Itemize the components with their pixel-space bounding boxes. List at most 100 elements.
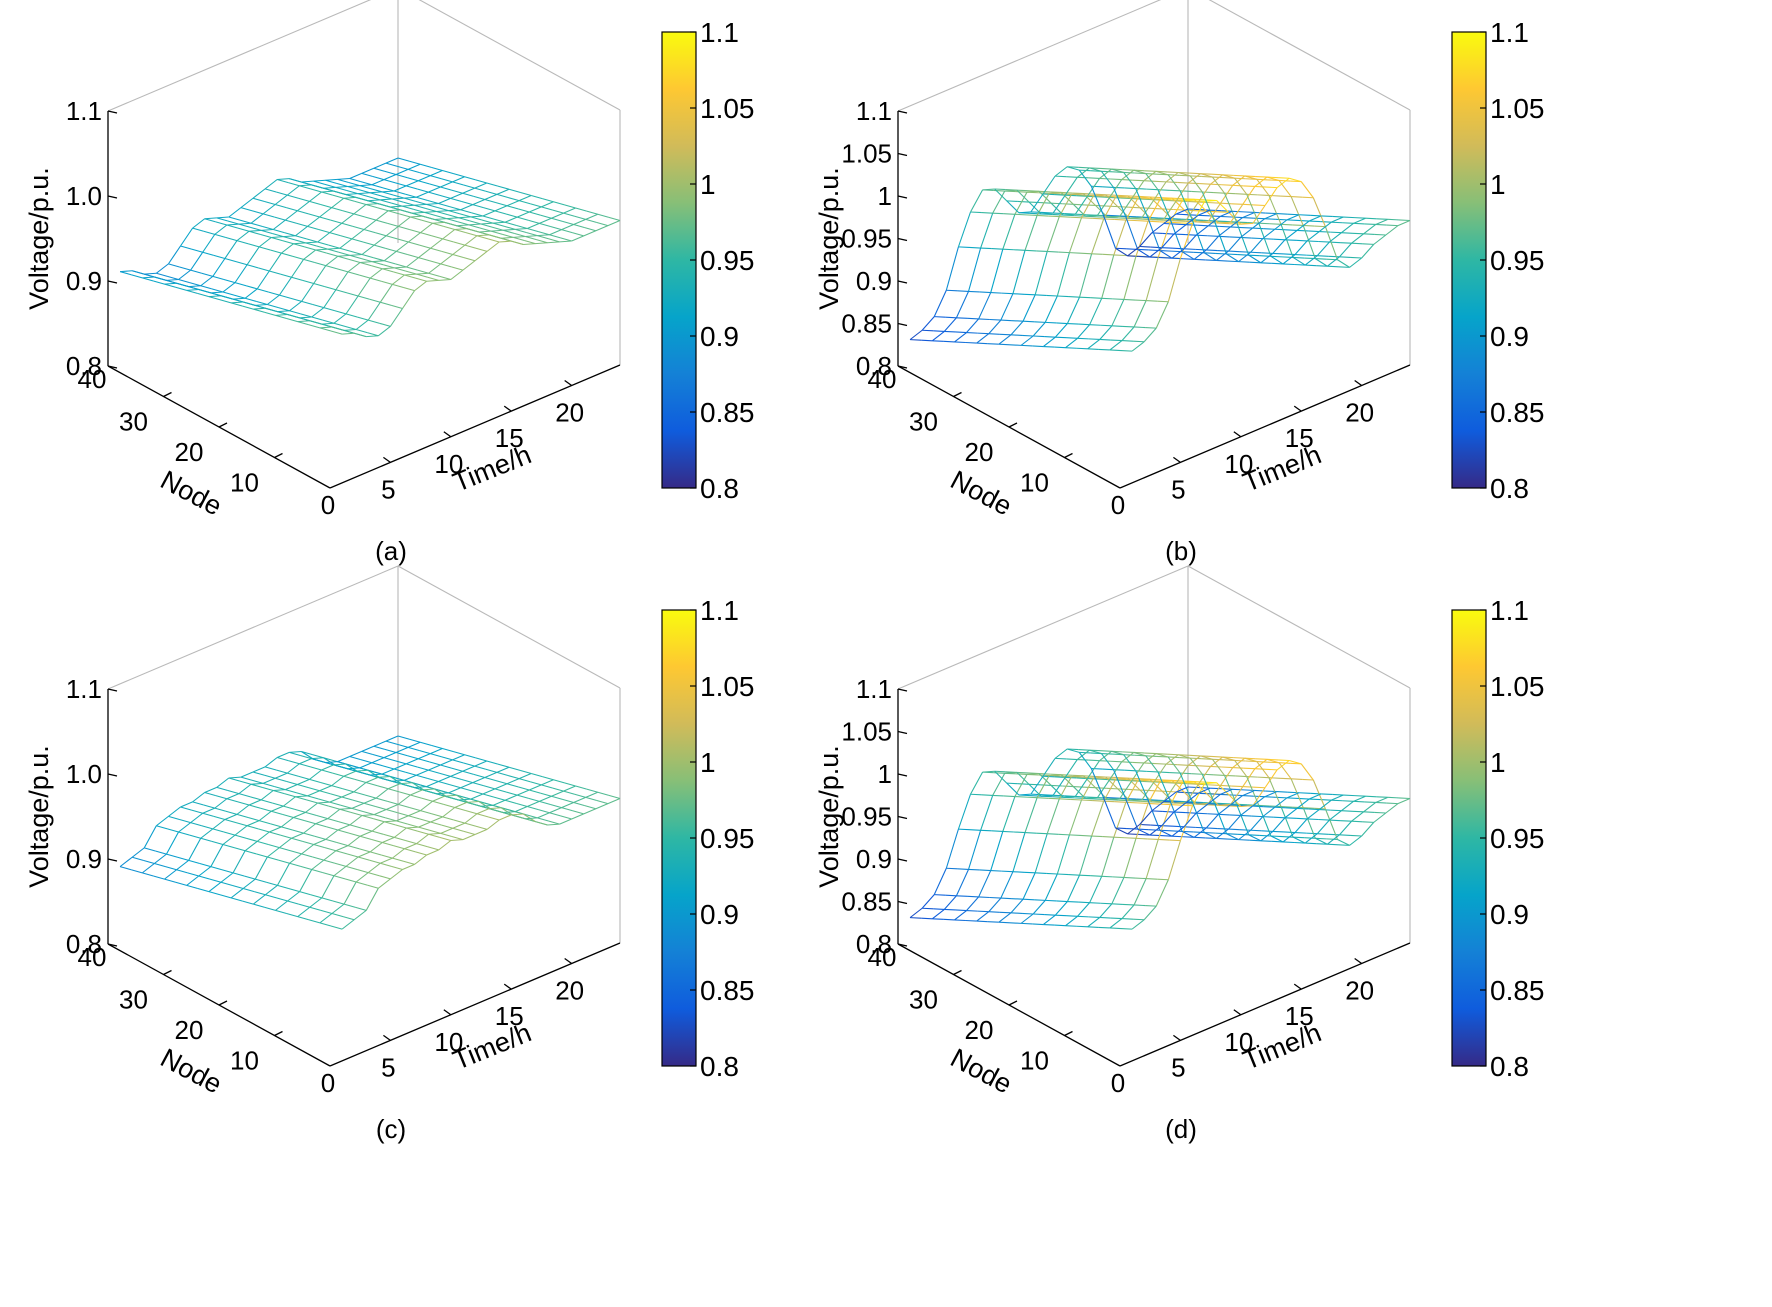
mesh-segment [1173, 208, 1185, 211]
mesh-segment [551, 795, 563, 800]
mesh-segment [1165, 172, 1179, 183]
mesh-segment [575, 785, 587, 790]
mesh-segment [1173, 224, 1187, 235]
mesh-segment [487, 238, 500, 243]
mesh-segment [324, 286, 337, 291]
mesh-segment [410, 216, 422, 221]
mesh-segment [921, 917, 933, 920]
y-tick-label: 10 [1020, 1046, 1049, 1076]
mesh-segment [222, 282, 236, 293]
mesh-segment [321, 875, 335, 899]
mesh-segment [365, 887, 379, 911]
mesh-segment [297, 783, 309, 789]
mesh-segment [323, 859, 336, 864]
mesh-segment [1101, 170, 1113, 173]
mesh-segment [1234, 177, 1246, 180]
mesh-segment [190, 822, 202, 827]
mesh-segment [1000, 897, 1012, 900]
mesh-segment [1024, 249, 1037, 252]
mesh-segment [281, 243, 294, 254]
colorbar-tick-label: 0.8 [1490, 1051, 1529, 1082]
mesh-segment [1115, 827, 1128, 835]
mesh-segment [1363, 811, 1375, 813]
mesh-segment [1029, 795, 1042, 797]
mesh-segment [1363, 233, 1375, 235]
mesh-segment [1110, 178, 1122, 181]
mesh-segment [503, 811, 516, 814]
mesh-segment [1123, 298, 1136, 301]
mesh-segment [287, 772, 299, 777]
mesh-segment [1197, 787, 1211, 794]
mesh-segment [260, 807, 272, 812]
mesh-segment [540, 214, 552, 219]
mesh-segment [586, 788, 598, 793]
mesh-segment [331, 912, 344, 918]
mesh-segment [270, 249, 282, 254]
mesh-segment [1002, 830, 1014, 833]
mesh-segment [390, 205, 403, 208]
mesh-segment [337, 254, 350, 257]
mesh-segment [144, 272, 157, 275]
mesh-segment [480, 804, 494, 807]
mesh-segment [931, 330, 945, 342]
z-tick [897, 195, 908, 199]
mesh-segment [327, 248, 339, 253]
mesh-segment [1059, 798, 1071, 800]
mesh-segment [965, 919, 977, 922]
mesh-segment [322, 319, 335, 324]
mesh-segment [204, 791, 216, 797]
mesh-segment [1260, 252, 1274, 264]
mesh-segment [226, 223, 239, 226]
mesh-segment [274, 216, 286, 221]
mesh-segment [958, 246, 970, 248]
mesh-segment [1084, 786, 1096, 789]
mesh-segment [1259, 834, 1271, 837]
mesh-segment [341, 791, 355, 798]
colorbar-tick-label: 1 [1490, 747, 1506, 778]
mesh-segment [1052, 777, 1066, 796]
mesh-segment [180, 801, 193, 808]
mesh-segment [313, 180, 325, 185]
mesh-segment [1102, 768, 1114, 771]
mesh-segment [418, 753, 431, 760]
mesh-segment [517, 786, 530, 791]
mesh-segment [1020, 335, 1034, 346]
mesh-segment [324, 183, 336, 188]
mesh-segment [1072, 203, 1086, 217]
mesh-segment [506, 783, 519, 788]
mesh-segment [1282, 832, 1296, 843]
mesh-segment [180, 227, 194, 247]
mesh-segment [1364, 801, 1376, 804]
mesh-segment [1144, 752, 1156, 755]
mesh-segment [1398, 219, 1411, 222]
mesh-segment [316, 814, 328, 820]
mesh-segment [1220, 210, 1233, 217]
mesh-segment [1295, 254, 1307, 256]
mesh-segment [435, 214, 447, 220]
mesh-segment [469, 220, 482, 225]
mesh-segment [1115, 247, 1128, 257]
mesh-segment [1089, 298, 1103, 325]
mesh-segment [1133, 918, 1145, 921]
mesh-segment [317, 802, 329, 807]
mesh-segment [1256, 178, 1270, 196]
mesh-segment [188, 859, 200, 865]
panel-label: (b) [1165, 536, 1197, 566]
mesh-segment [393, 763, 407, 770]
z-tick [897, 152, 908, 157]
mesh-segment [240, 776, 253, 781]
mesh-segment [428, 764, 441, 771]
mesh-segment [1199, 765, 1211, 767]
mesh-segment [550, 803, 562, 809]
mesh-segment [321, 897, 334, 902]
mesh-segment [1296, 220, 1310, 231]
mesh-segment [1397, 219, 1411, 227]
mesh-segment [519, 769, 532, 775]
mesh-segment [321, 190, 334, 193]
mesh-segment [998, 334, 1012, 345]
mesh-segment [1068, 217, 1083, 253]
mesh-segment [1318, 818, 1330, 821]
mesh-segment [922, 907, 934, 910]
mesh-segment [264, 188, 277, 193]
mesh-segment [331, 785, 343, 790]
